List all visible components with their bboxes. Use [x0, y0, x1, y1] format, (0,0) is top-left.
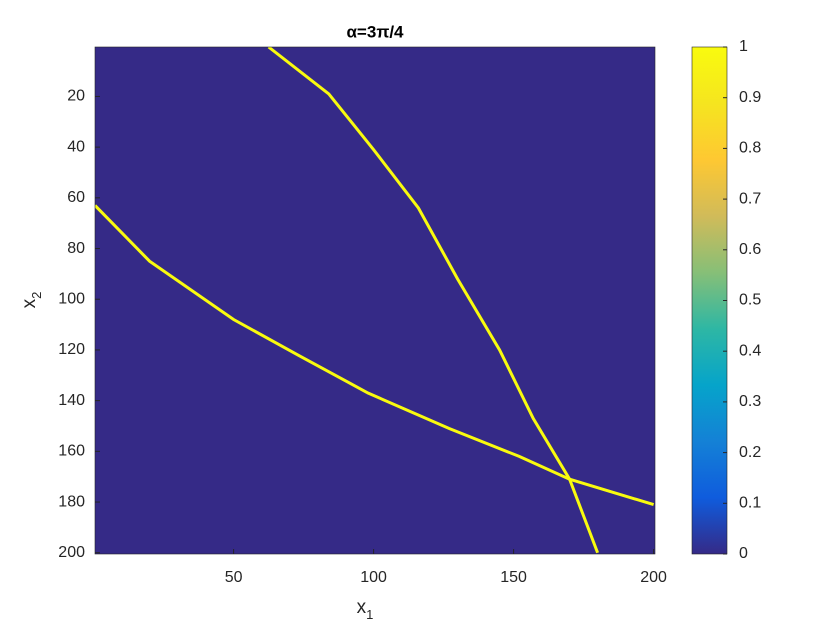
y-tick-label: 40	[67, 138, 85, 155]
colorbar-tick-label: 0.8	[739, 140, 761, 157]
y-axis-label: x2	[19, 292, 44, 309]
y-tick-label: 80	[67, 240, 85, 257]
colorbar-tick-label: 0.5	[739, 292, 761, 309]
curve	[95, 204, 655, 507]
x-axis-label: x1	[357, 597, 374, 622]
y-tick-label: 60	[67, 189, 85, 206]
image-curves	[95, 47, 655, 554]
y-tick-label: 180	[58, 493, 85, 510]
x-tick-label: 150	[500, 569, 527, 586]
colorbar-tick-label: 0.9	[739, 89, 761, 106]
colorbar-tick-label: 0.2	[739, 444, 761, 461]
colorbar-tick-label: 0.6	[739, 241, 761, 258]
colorbar-tick-label: 0.4	[739, 342, 761, 359]
x-tick-label: 100	[360, 569, 387, 586]
colorbar-tick-label: 0.7	[739, 190, 761, 207]
colorbar-tick-label: 1	[739, 38, 748, 55]
y-tick-label: 20	[67, 88, 85, 105]
x-label-main: x	[357, 597, 367, 618]
colorbar-tick-label: 0	[739, 545, 748, 562]
y-label-sub: 2	[29, 292, 44, 299]
y-tick-label: 120	[58, 341, 85, 358]
y-tick-label: 100	[58, 290, 85, 307]
x-tick-label: 50	[225, 569, 243, 586]
image-background	[95, 47, 655, 554]
y-tick-label: 160	[58, 443, 85, 460]
chart-title: α=3π/4	[346, 22, 404, 41]
y-tick-label: 140	[58, 392, 85, 409]
y-label-main: x	[19, 298, 40, 308]
axes-box	[94, 46, 656, 555]
x-label-sub: 1	[366, 607, 373, 622]
colorbar-tick-label: 0.1	[739, 495, 761, 512]
colorbar	[691, 46, 728, 555]
colorbar-tick-label: 0.3	[739, 393, 761, 410]
x-tick-label: 200	[640, 569, 667, 586]
y-tick-label: 200	[58, 544, 85, 561]
curve	[267, 47, 600, 554]
